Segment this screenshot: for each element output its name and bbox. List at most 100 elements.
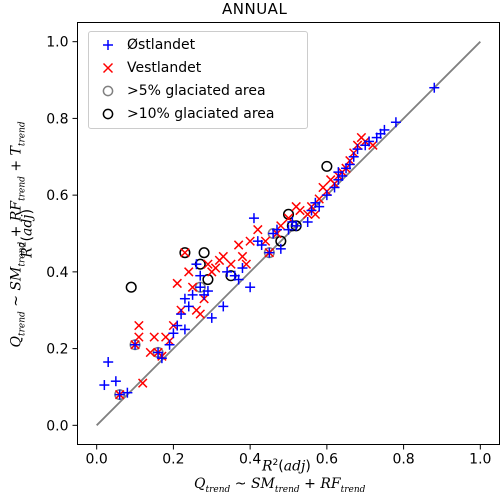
data-point-ostlandet: [130, 339, 141, 350]
data-point-ostlandet: [110, 376, 121, 387]
data-point-vestlandet: [260, 236, 271, 246]
y-tick-label: 0.4: [46, 265, 68, 281]
data-point-vestlandet: [172, 278, 182, 289]
x-stroke-b: [241, 259, 252, 269]
x-axis-label-line2: Qtrend ~ SMtrend + RFtrend: [194, 476, 366, 495]
data-point-vestlandet: [145, 347, 156, 358]
x-stroke-b: [180, 247, 190, 258]
data-point-vestlandet: [310, 209, 321, 220]
x-stroke-b: [210, 263, 221, 273]
legend-label: Østlandet: [127, 37, 196, 53]
data-point-ostlandet: [306, 205, 317, 216]
data-point-ostlandet: [195, 270, 206, 281]
data-point-vestlandet: [134, 332, 144, 342]
data-point-ostlandet: [99, 380, 110, 391]
data-point-ostlandet: [172, 320, 183, 331]
x-stroke-b: [245, 236, 255, 246]
x-stroke-b: [237, 251, 248, 262]
data-point-vestlandet: [241, 259, 252, 269]
data-point-ostlandet: [206, 312, 217, 323]
legend-label: Vestlandet: [127, 60, 202, 76]
x-stroke-b: [134, 332, 144, 342]
x-stroke-b: [172, 278, 182, 289]
data-point-vestlandet: [245, 236, 255, 246]
x-stroke-b: [195, 309, 205, 319]
data-point-vestlandet: [302, 209, 313, 220]
data-point-ostlandet: [245, 282, 256, 293]
data-point-ostlandet: [233, 274, 244, 285]
data-point-ostlandet: [329, 182, 340, 193]
data-point-ostlandet: [248, 213, 259, 224]
x-stroke-b: [276, 221, 286, 231]
y-tick-label: 1.0: [46, 35, 68, 51]
x-stroke-b: [134, 320, 144, 331]
data-point-vestlandet: [226, 259, 236, 269]
x-stroke-b: [226, 259, 236, 269]
data-point-ostlandet: [283, 224, 294, 235]
x-axis-label-line1: R2(adj): [262, 458, 311, 475]
data-point-ostlandet: [153, 347, 164, 358]
x-tick-label: 1.0: [469, 452, 491, 468]
data-point-ostlandet: [348, 151, 359, 162]
data-point-vestlandet: [253, 224, 263, 235]
data-point-ostlandet: [103, 357, 114, 368]
x-stroke-b: [203, 259, 213, 269]
data-point-ostlandet: [202, 286, 213, 297]
y-tick-label: 0.6: [46, 188, 68, 204]
data-point-vestlandet: [283, 213, 294, 223]
x-mark-icon: [102, 62, 114, 74]
x-stroke-b: [137, 378, 148, 388]
x-tick-label: 0.0: [86, 452, 108, 468]
data-point-vestlandet: [134, 320, 144, 331]
data-point-glaciated-10: [179, 247, 191, 259]
x-tick-label: 0.4: [239, 452, 261, 468]
x-tick-label: 0.6: [316, 452, 338, 468]
data-point-ostlandet: [187, 289, 198, 300]
plus-icon: [103, 40, 113, 50]
circle-icon: [102, 108, 114, 120]
data-point-ostlandet: [168, 328, 179, 339]
x-stroke-b: [253, 224, 263, 235]
x-stroke-b: [149, 332, 159, 342]
data-point-ostlandet: [271, 224, 282, 235]
x-stroke-b: [314, 194, 324, 204]
data-point-ostlandet: [337, 170, 348, 181]
data-point-ostlandet: [183, 301, 194, 312]
x-stroke-b: [260, 236, 271, 246]
data-point-ostlandet: [218, 301, 229, 312]
data-point-vestlandet: [187, 282, 198, 292]
data-point-vestlandet: [218, 251, 229, 262]
data-point-ostlandet: [156, 353, 167, 364]
y-axis-label-line2: R2(adj): [18, 208, 36, 258]
data-point-glaciated-10: [321, 160, 333, 172]
x-stroke-b: [184, 267, 194, 277]
data-point-vestlandet: [203, 259, 213, 269]
data-point-vestlandet: [237, 251, 248, 262]
data-point-vestlandet: [210, 263, 221, 273]
x-tick-label: 0.8: [392, 452, 414, 468]
y-tick-label: 0.0: [46, 418, 68, 434]
data-point-vestlandet: [149, 332, 159, 342]
x-stroke-b: [218, 251, 229, 262]
data-point-ostlandet: [176, 309, 187, 320]
data-point-vestlandet: [195, 309, 205, 319]
data-point-ostlandet: [222, 266, 233, 277]
data-point-vestlandet: [276, 221, 286, 231]
data-point-vestlandet: [368, 140, 378, 150]
data-point-ostlandet: [122, 387, 133, 398]
x-stroke-b: [233, 240, 244, 250]
x-stroke-b: [295, 205, 305, 216]
x-stroke-b: [187, 282, 198, 292]
data-point-ostlandet: [264, 247, 275, 258]
data-point-ostlandet: [344, 159, 355, 170]
legend-item-glaciated-5: >5% glaciated area: [97, 81, 266, 101]
data-point-vestlandet: [184, 267, 194, 277]
x-stroke-b: [283, 213, 294, 223]
legend-label: >10% glaciated area: [127, 106, 275, 122]
data-point-ostlandet: [379, 124, 390, 135]
y-tick-label: 0.2: [46, 342, 68, 358]
data-point-vestlandet: [137, 378, 148, 388]
legend-item-vestlandet: Vestlandet: [97, 58, 201, 78]
data-marks: [99, 82, 440, 401]
data-point-ostlandet: [191, 259, 202, 270]
